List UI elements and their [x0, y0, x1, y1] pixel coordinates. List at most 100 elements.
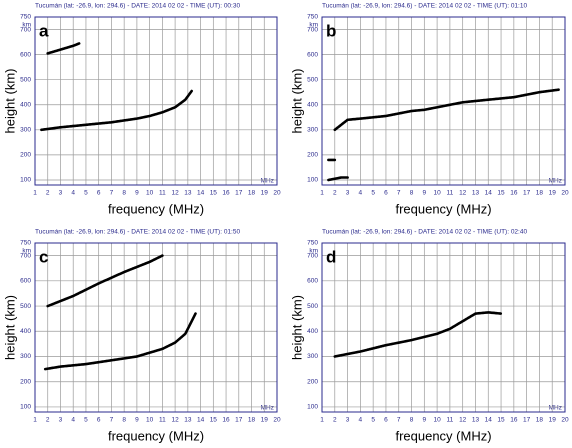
x-tick-label: 18 [536, 417, 544, 424]
x-tick-label: 12 [171, 190, 179, 197]
x-unit: MHz [261, 178, 274, 185]
x-tick-label: 12 [459, 190, 467, 197]
x-tick-label: 19 [261, 190, 269, 197]
panel-header: Tucumán (lat: -26.9, lon: 294.6) - DATE:… [322, 3, 527, 10]
panel-header: Tucumán (lat: -26.9, lon: 294.6) - DATE:… [35, 229, 240, 236]
x-tick-label: 18 [248, 190, 256, 197]
x-tick-label: 8 [122, 190, 126, 197]
x-tick-label: 5 [84, 417, 88, 424]
y-tick-label: 700 [307, 252, 318, 259]
y-tick-label: 500 [20, 76, 31, 83]
y-tick-label: 500 [307, 303, 318, 310]
y-tick-label: 600 [20, 278, 31, 285]
echo-trace [40, 89, 193, 132]
x-tick-label: 17 [235, 417, 243, 424]
y-unit: km [22, 22, 31, 29]
y-tick-label: 600 [20, 51, 31, 58]
x-tick-label: 17 [523, 417, 531, 424]
x-tick-label: 16 [510, 190, 518, 197]
x-axis-label: frequency (MHz) [395, 201, 491, 216]
x-unit: MHz [261, 405, 274, 412]
x-tick-label: 1 [320, 417, 324, 424]
x-unit: MHz [549, 178, 562, 185]
x-tick-label: 19 [549, 190, 557, 197]
x-tick-label: 2 [46, 417, 50, 424]
echo-trace [333, 311, 503, 358]
x-tick-label: 20 [561, 417, 569, 424]
x-tick-label: 1 [320, 190, 324, 197]
echo-trace [327, 176, 349, 182]
y-axis-label: height (km) [289, 295, 304, 360]
x-tick-label: 15 [497, 417, 505, 424]
x-tick-label: 4 [71, 190, 75, 197]
x-tick-label: 11 [159, 417, 166, 424]
y-tick-label: 400 [20, 328, 31, 335]
y-tick-label: 100 [20, 177, 31, 184]
x-tick-label: 10 [433, 417, 441, 424]
x-tick-label: 5 [371, 417, 375, 424]
x-tick-label: 18 [248, 417, 256, 424]
x-tick-label: 8 [122, 417, 126, 424]
x-tick-label: 13 [184, 417, 192, 424]
x-tick-label: 6 [97, 190, 101, 197]
y-tick-label: 200 [20, 152, 31, 159]
x-tick-label: 8 [410, 190, 414, 197]
x-tick-label: 1 [33, 417, 37, 424]
y-tick-label: 200 [20, 378, 31, 385]
panel-header: Tucumán (lat: -26.9, lon: 294.6) - DATE:… [35, 3, 240, 10]
x-tick-label: 10 [146, 190, 154, 197]
plot-frame [321, 16, 566, 186]
y-unit: km [309, 22, 318, 29]
y-tick-label: 300 [20, 127, 31, 134]
x-tick-label: 11 [159, 190, 166, 197]
echo-trace [333, 88, 560, 132]
x-axis-label: frequency (MHz) [108, 428, 204, 443]
x-tick-label: 7 [397, 417, 401, 424]
x-tick-label: 15 [210, 190, 218, 197]
x-tick-label: 10 [433, 190, 441, 197]
y-tick-label: 400 [20, 101, 31, 108]
x-tick-label: 20 [561, 190, 569, 197]
panel-letter: b [326, 21, 336, 40]
x-tick-label: 11 [447, 417, 454, 424]
x-tick-label: 9 [423, 417, 427, 424]
y-tick-label: 700 [20, 26, 31, 33]
y-unit: km [309, 248, 318, 255]
x-tick-label: 1 [33, 190, 37, 197]
y-tick-label: 750 [307, 14, 318, 21]
panel-letter: a [39, 21, 49, 40]
x-tick-label: 14 [197, 190, 205, 197]
x-tick-label: 3 [59, 417, 63, 424]
y-tick-label: 700 [307, 26, 318, 33]
y-tick-label: 300 [307, 127, 318, 134]
panel: Tucumán (lat: -26.9, lon: 294.6) - DATE:… [2, 3, 281, 217]
x-tick-label: 5 [371, 190, 375, 197]
x-tick-label: 9 [423, 190, 427, 197]
y-tick-label: 750 [20, 14, 31, 21]
x-tick-label: 4 [359, 417, 363, 424]
x-tick-label: 20 [273, 190, 281, 197]
y-tick-label: 750 [20, 240, 31, 247]
x-tick-label: 7 [397, 190, 401, 197]
panel: Tucumán (lat: -26.9, lon: 294.6) - DATE:… [289, 229, 569, 444]
y-tick-label: 500 [20, 303, 31, 310]
y-tick-label: 600 [307, 51, 318, 58]
x-tick-label: 5 [84, 190, 88, 197]
panel: Tucumán (lat: -26.9, lon: 294.6) - DATE:… [289, 3, 569, 217]
y-axis-label: height (km) [2, 68, 17, 133]
x-tick-label: 17 [523, 190, 531, 197]
x-tick-label: 2 [333, 417, 337, 424]
x-tick-label: 9 [135, 417, 139, 424]
plot-frame [321, 242, 566, 413]
y-tick-label: 600 [307, 278, 318, 285]
y-axis-label: height (km) [2, 295, 17, 360]
x-tick-label: 7 [110, 417, 114, 424]
y-tick-label: 750 [307, 240, 318, 247]
x-tick-label: 9 [135, 190, 139, 197]
y-axis-label: height (km) [289, 68, 304, 133]
y-tick-label: 100 [307, 177, 318, 184]
panel: Tucumán (lat: -26.9, lon: 294.6) - DATE:… [2, 229, 281, 444]
echo-trace [46, 42, 81, 55]
y-tick-label: 500 [307, 76, 318, 83]
